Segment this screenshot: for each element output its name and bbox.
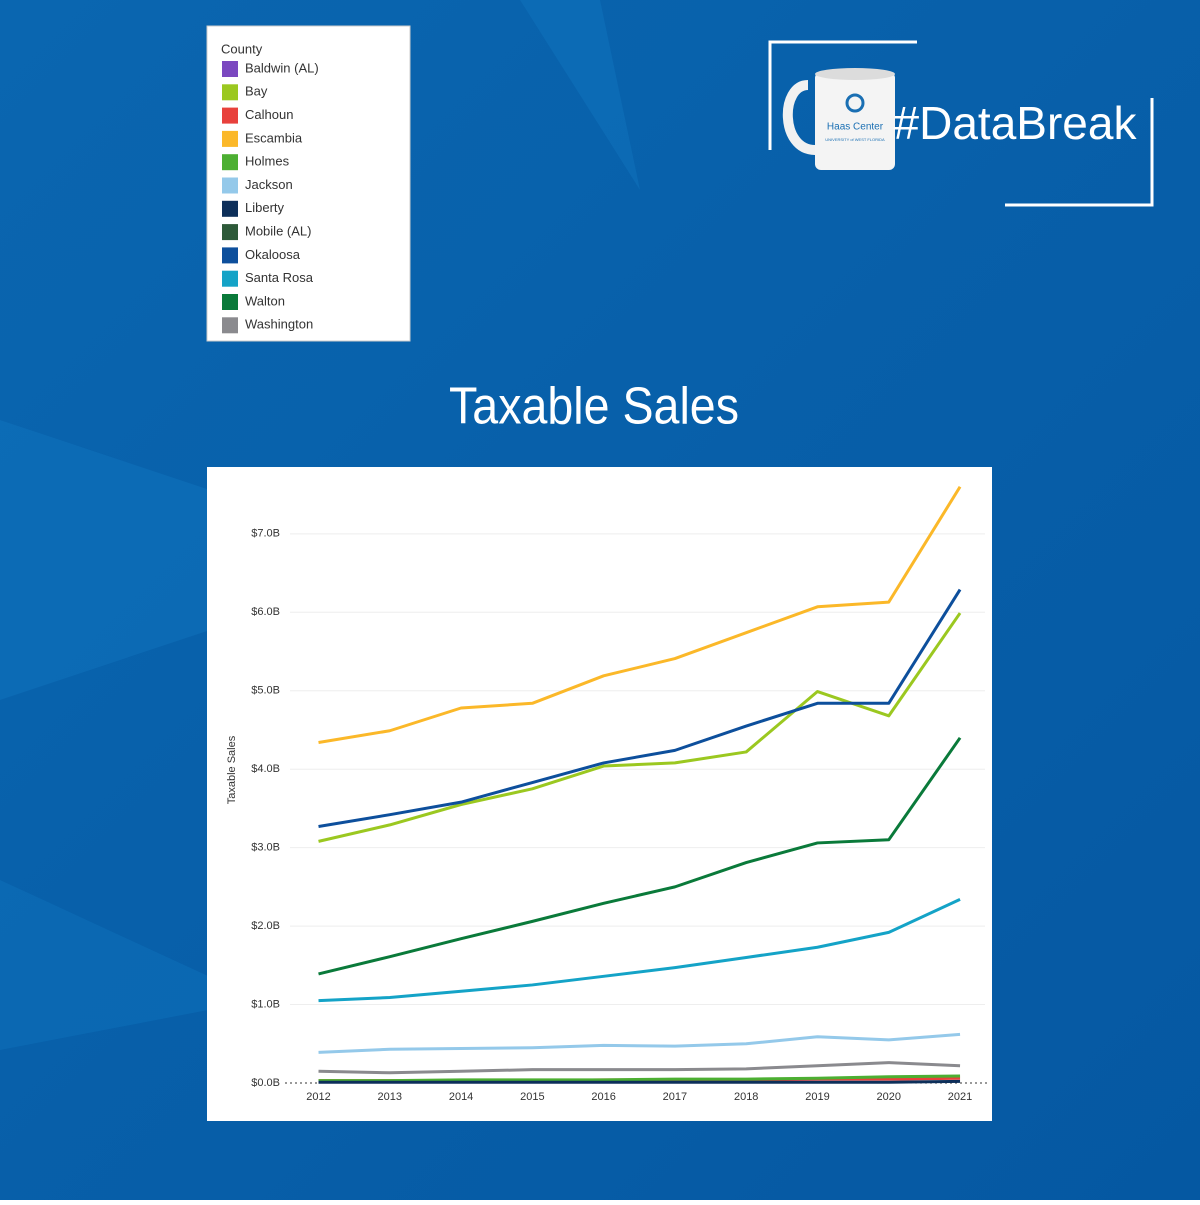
- legend-label: Baldwin (AL): [245, 60, 319, 75]
- legend-swatch: [222, 84, 238, 101]
- legend-swatch: [222, 270, 238, 287]
- series-line: [318, 588, 962, 828]
- x-tick-label: 2019: [805, 1091, 829, 1103]
- legend-label: Liberty: [245, 200, 285, 215]
- x-tick-label: 2020: [877, 1091, 901, 1103]
- legend: Baldwin (AL) Bay Calhoun Escambia Holmes Jack…: [222, 60, 319, 334]
- legend-box: [206, 25, 411, 342]
- series-line: [318, 1079, 961, 1084]
- series-line: [318, 1032, 961, 1054]
- y-tick-label: $2.0B: [251, 920, 280, 932]
- y-tick-label: $7.0B: [251, 528, 280, 540]
- y-tick-label: $4.0B: [251, 763, 280, 775]
- legend-swatch: [222, 200, 238, 217]
- decor: [0, 880, 260, 1050]
- legend-label: Santa Rosa: [245, 270, 314, 285]
- legend-swatch: [222, 247, 238, 264]
- legend-label: Mobile (AL): [245, 224, 311, 239]
- y-tick-label: $1.0B: [251, 998, 280, 1010]
- legend-label: Escambia: [245, 130, 303, 145]
- x-tick-label: 2018: [734, 1091, 758, 1103]
- chart-panel: [207, 467, 992, 1121]
- legend-swatch: [222, 177, 238, 194]
- x-tick-label: 2016: [591, 1091, 615, 1103]
- logo: Haas Center UNIVERSITY of WEST FLORIDA #…: [768, 40, 1154, 207]
- x-tick-label: 2017: [663, 1091, 687, 1103]
- series-line: [318, 1061, 961, 1075]
- legend-title: County: [221, 41, 263, 56]
- hashtag: #DataBreak: [894, 97, 1138, 149]
- series-line: [318, 736, 962, 976]
- legend-label: Calhoun: [245, 107, 293, 122]
- series-line: [318, 1074, 961, 1083]
- mug-subtitle: UNIVERSITY of WEST FLORIDA: [825, 137, 885, 142]
- legend-swatch: [222, 61, 238, 77]
- x-tick-label: 2015: [520, 1091, 544, 1103]
- legend-swatch: [222, 154, 238, 171]
- legend-swatch: [222, 130, 238, 147]
- y-tick-label: $0.0B: [251, 1077, 280, 1089]
- legend-swatch: [222, 107, 238, 124]
- legend-label: Holmes: [245, 154, 290, 169]
- legend-label: Jackson: [245, 177, 293, 192]
- chart-title: Taxable Sales: [449, 378, 739, 436]
- legend-swatch: [222, 317, 238, 334]
- legend-label: Okaloosa: [245, 247, 301, 262]
- y-axis-label: Taxable Sales: [226, 735, 238, 804]
- x-tick-label: 2012: [306, 1091, 330, 1103]
- legend-label: Walton: [245, 293, 285, 308]
- legend-swatch: [222, 294, 238, 310]
- legend-swatch: [222, 224, 238, 241]
- y-tick-label: $5.0B: [251, 685, 280, 697]
- series-line: [318, 898, 961, 1003]
- x-tick-label: 2021: [948, 1091, 972, 1103]
- x-tick-label: 2013: [378, 1091, 402, 1103]
- plot: $0.0B $1.0B $2.0B $3.0B $4.0B $5.0B $6.0B $7.0B…: [251, 485, 990, 1103]
- decor: [520, 0, 640, 190]
- legend-label: Bay: [245, 84, 268, 99]
- series-line: [318, 485, 962, 744]
- mug-title: Haas Center: [827, 122, 884, 133]
- y-tick-label: $3.0B: [251, 842, 280, 854]
- y-tick-label: $6.0B: [251, 606, 280, 618]
- legend-label: Washington: [245, 317, 313, 332]
- x-tick-label: 2014: [449, 1091, 473, 1103]
